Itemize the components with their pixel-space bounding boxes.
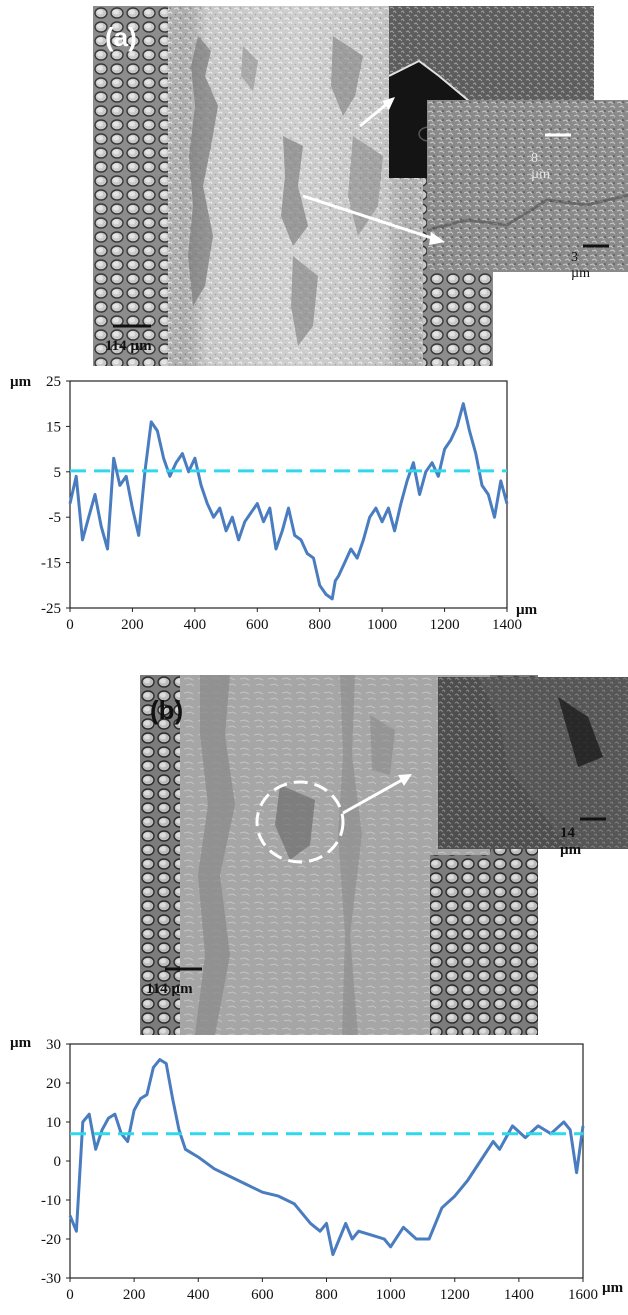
chart-b-xtick-label-6: 1200 [440,1287,470,1303]
chart-a-xtick-label-6: 1200 [430,617,460,633]
panel-a-arrows [113,97,609,328]
panel-a-label: (a) [105,22,137,52]
chart-b-profile-line [68,1058,585,1257]
chart-b-ytick-label-4: 10 [46,1115,61,1131]
panel-a-scale-main: 114 µm [105,338,152,354]
chart-a-xlabel: µm [516,602,538,618]
arrow-to-inset [342,778,403,815]
panel-b-arrows [165,774,606,971]
chart-a-ytick-label-4: 15 [46,419,61,435]
chart-a-profile-line [68,402,509,601]
chart-b-xtick-label-4: 800 [315,1287,338,1303]
panel-b-label: (b) [150,695,184,725]
chart-b-ytick-label-6: 30 [46,1037,61,1053]
panel-b-scale-inset: 14 µm [560,825,582,858]
chart-b-ytick-label-0: -30 [41,1271,61,1287]
chart-a-xtick-label-3: 600 [246,617,269,633]
chart-b-xtick-label-1: 200 [123,1287,146,1303]
chart-a-ytick-label-0: -25 [41,601,61,617]
chart-b-xlabel: µm [602,1280,624,1296]
chart-a-xtick-label-0: 0 [66,617,74,633]
chart-b: -30 -20 -10 0 10 20 30 0 200 400 600 800 1000 1200 140… [10,1035,624,1303]
chart-a-ytick-label-5: 25 [46,374,61,390]
chart-a-xtick-label-4: 800 [308,617,331,633]
chart-a-plot-frame [69,380,508,609]
chart-a-ytick-label-1: -15 [41,556,61,572]
chart-b-xtick-label-8: 1600 [568,1287,598,1303]
chart-b-ytick-label-1: -20 [41,1232,61,1248]
panel-b-inset [438,677,628,849]
chart-b-ylabel: µm [10,1035,32,1051]
panel-a-scale-inset1: 8 µm [531,151,550,182]
chart-b-plot-frame [69,1043,584,1279]
panel-a-inset-2 [427,100,628,272]
panel-a-sem: (a) 114 µm 8 µm 3 µm [93,6,628,366]
chart-b-ytick-label-5: 20 [46,1076,61,1092]
arrow-to-inset-1 [359,101,389,128]
panel-b-circle-marker [255,780,345,864]
chart-a-xtick-label-7: 1400 [492,617,522,633]
chart-a-xtick-label-1: 200 [121,617,144,633]
chart-b-ytick-label-3: 0 [54,1154,62,1170]
chart-b-xtick-label-5: 1000 [376,1287,406,1303]
panel-a-scale-inset2: 3 µm [571,250,590,281]
chart-a-ylabel: µm [10,374,32,390]
chart-b-xtick-label-0: 0 [66,1287,74,1303]
chart-a-ytick-label-3: 5 [54,465,62,481]
panel-b-scale-main: 114 µm [146,981,193,997]
chart-a-xtick-label-5: 1000 [367,617,397,633]
chart-b-ytick-label-2: -10 [41,1193,61,1209]
chart-b-xtick-label-2: 400 [187,1287,210,1303]
chart-b-xtick-label-3: 600 [251,1287,274,1303]
chart-a-xtick-label-2: 400 [184,617,207,633]
chart-b-xtick-label-7: 1400 [504,1287,534,1303]
chart-a-ytick-label-2: -5 [49,510,62,526]
panel-b-sem: (b) 114 µm 14 µm [140,675,628,1035]
arrow-to-inset-2 [302,194,436,241]
